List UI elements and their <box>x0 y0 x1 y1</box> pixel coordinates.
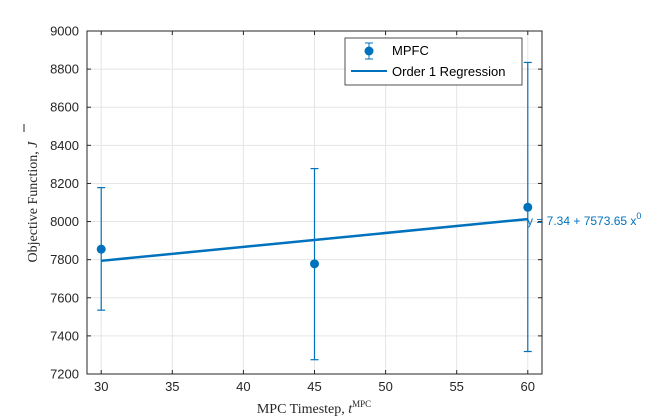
y-axis-label: Objective Function, J <box>26 141 41 263</box>
legend-mpfc-label: MPFC <box>392 43 429 58</box>
y-tick-label: 8200 <box>50 176 79 191</box>
x-axis-label-text: MPC Timestep, <box>257 402 345 417</box>
regression-equation-text: y = 7.34 + 7573.65 x <box>527 214 636 228</box>
x-axis-label: MPC Timestep, tMPC <box>257 399 371 417</box>
data-point <box>310 259 319 269</box>
y-tick-label: 8000 <box>50 214 79 229</box>
x-tick-label: 30 <box>94 379 108 394</box>
legend-box <box>344 37 523 86</box>
y-axis-label-variable: J <box>26 141 41 148</box>
regression-equation-exponent: 0 <box>636 211 641 221</box>
y-tick-label: 8400 <box>50 138 79 153</box>
legend: MPFC Order 1 Regression <box>344 37 523 86</box>
y-tick-label: 8800 <box>50 62 79 77</box>
x-tick-label: 35 <box>165 379 179 394</box>
y-tick-label: 7400 <box>50 328 79 343</box>
tick-labels: 30 35 40 45 50 55 60 7200 7400 7600 7800 8000 8200 84… <box>50 24 542 394</box>
data-point <box>523 202 533 212</box>
regression-equation: y = 7.34 + 7573.65 x0 <box>527 211 641 228</box>
data-series <box>96 61 533 361</box>
data-point <box>96 244 106 254</box>
legend-mpfc-marker <box>364 46 374 56</box>
x-axis-label-superscript: MPC <box>352 399 371 409</box>
x-tick-label: 45 <box>307 379 321 394</box>
y-tick-label: 9000 <box>50 24 79 39</box>
x-tick-label: 55 <box>449 379 463 394</box>
x-tick-label: 60 <box>521 379 535 394</box>
y-tick-label: 8600 <box>50 100 79 115</box>
x-tick-label: 50 <box>378 379 392 394</box>
y-axis-label-text: Objective Function, <box>26 151 41 262</box>
y-tick-label: 7800 <box>50 252 79 267</box>
x-tick-label: 40 <box>236 379 250 394</box>
x-axis-label-variable: t <box>348 402 353 417</box>
legend-regression-label: Order 1 Regression <box>392 64 505 79</box>
y-tick-label: 7200 <box>50 367 79 382</box>
y-tick-label: 7600 <box>50 290 79 305</box>
